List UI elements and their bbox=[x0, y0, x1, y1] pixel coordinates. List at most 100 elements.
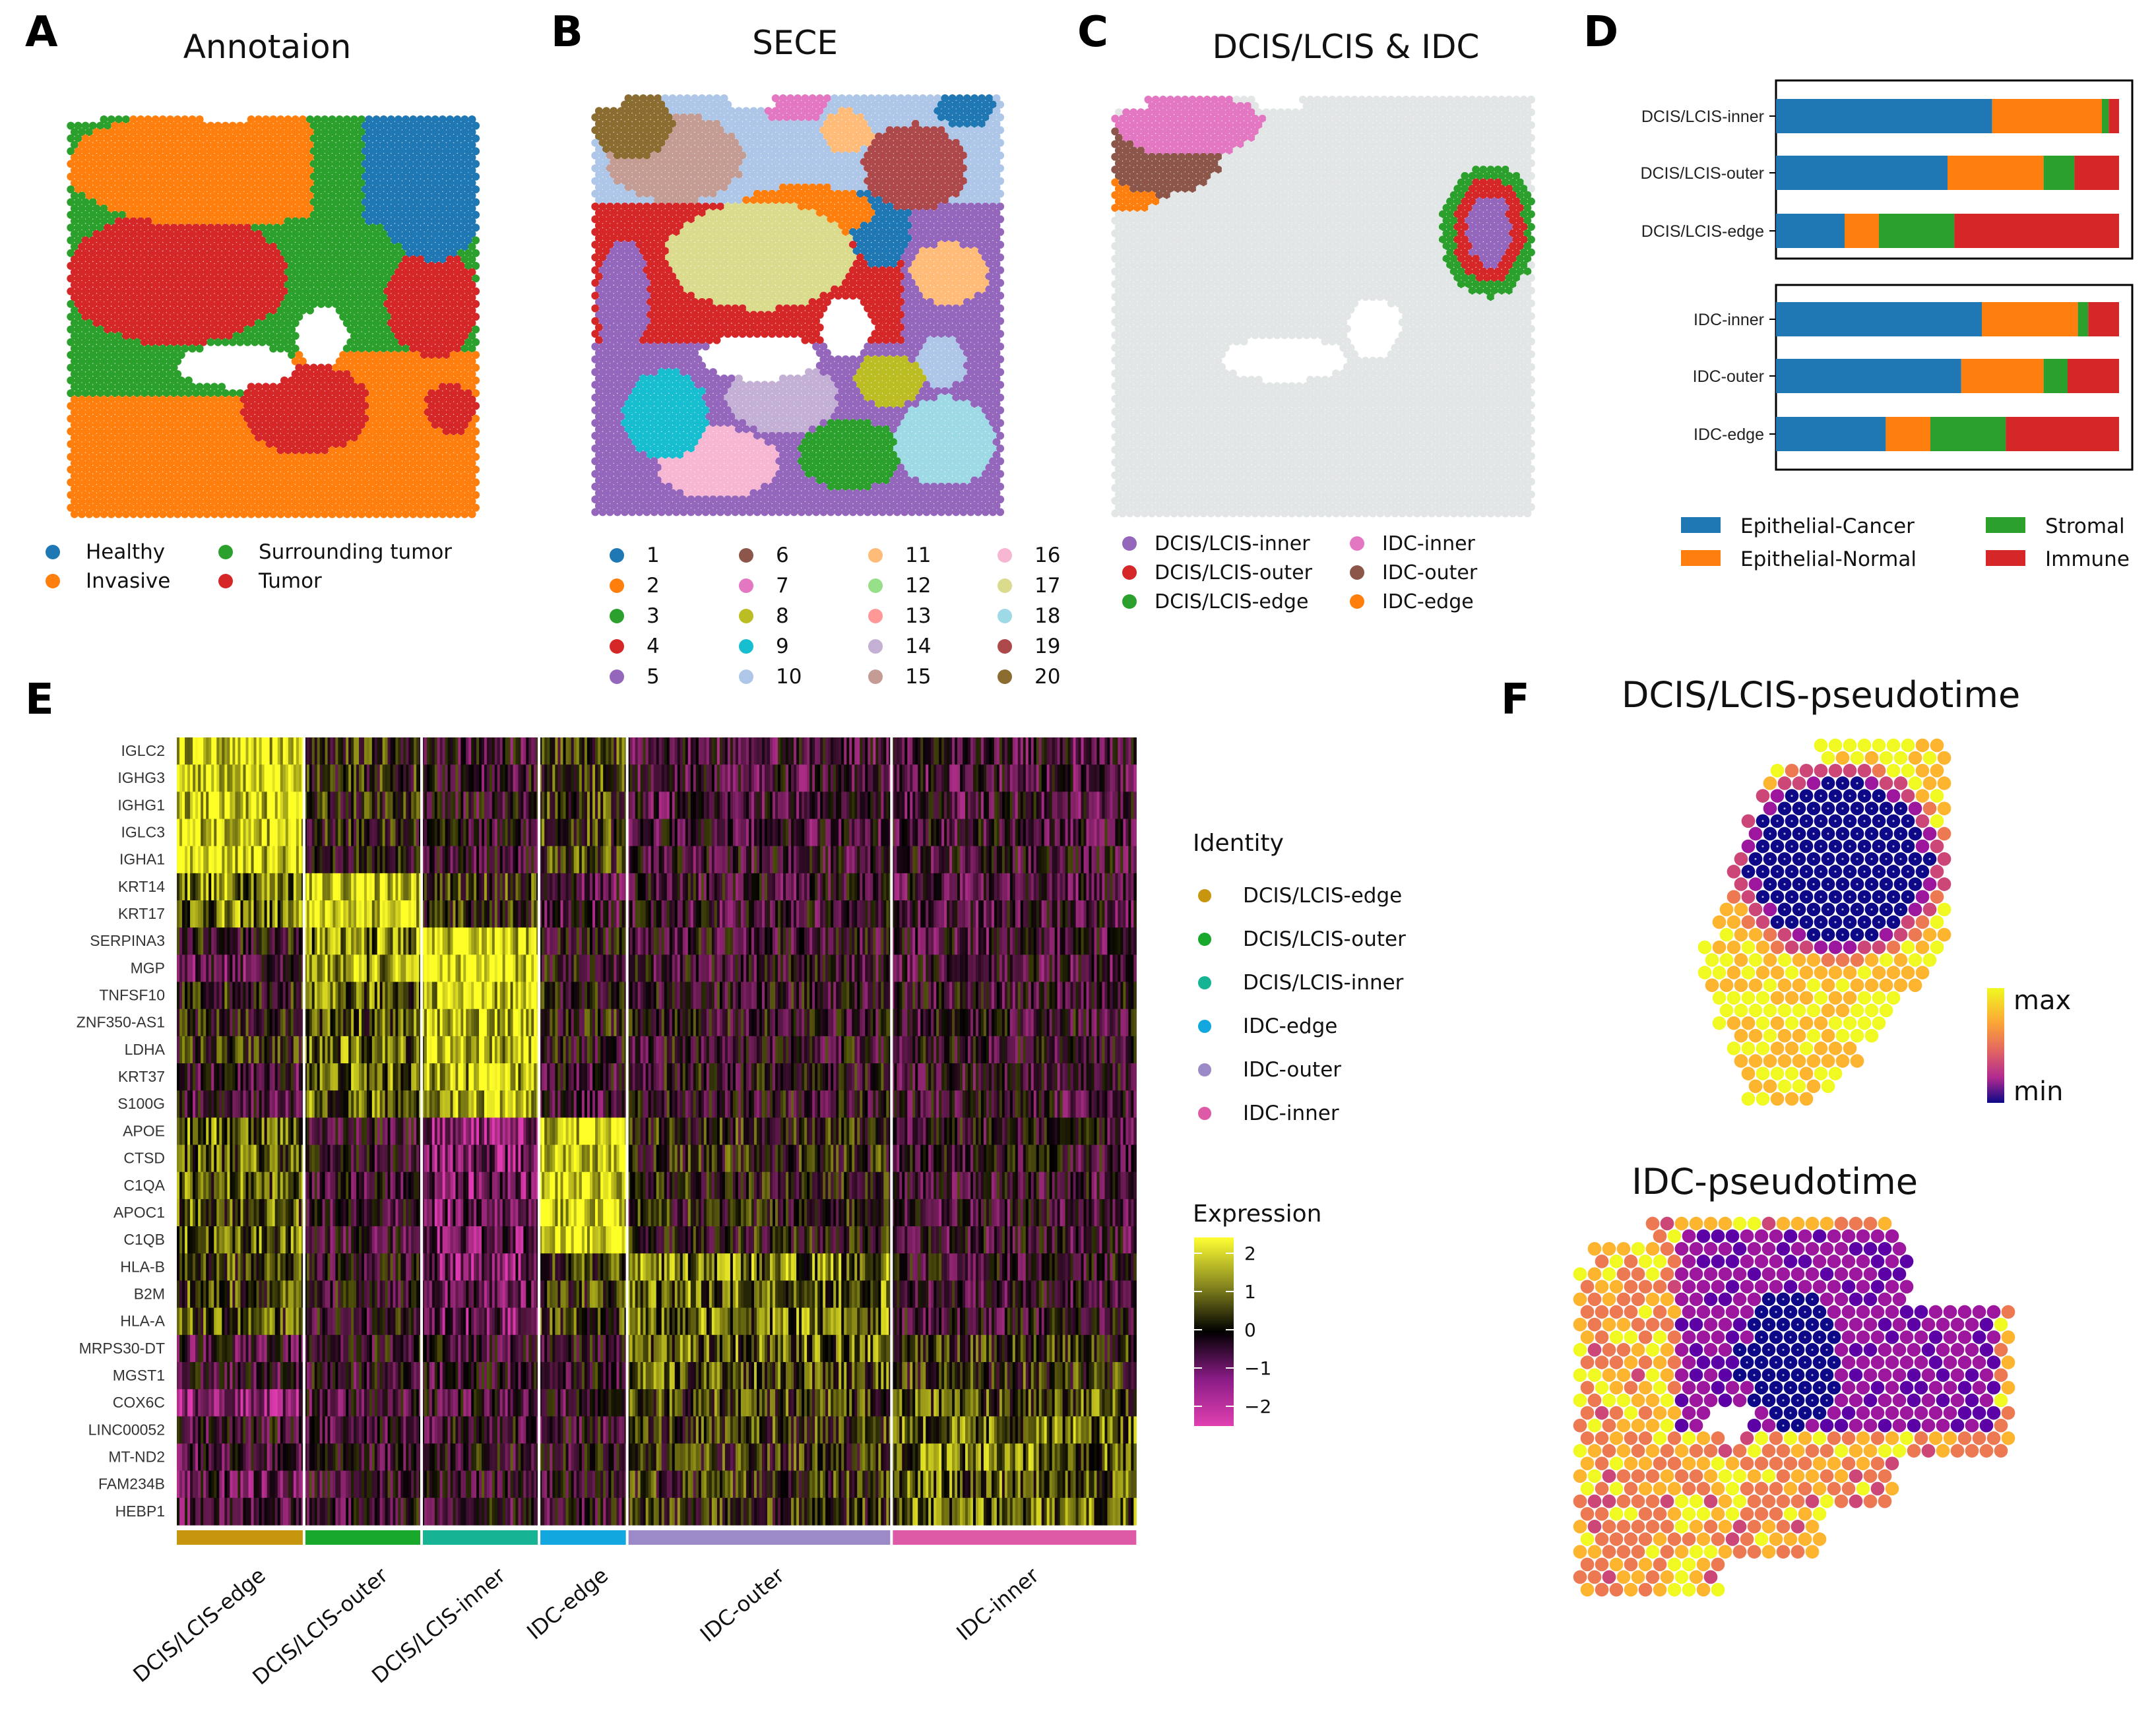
panel-c-label: C bbox=[1077, 8, 1108, 57]
expression-colorbar-label: 1 bbox=[1244, 1281, 1256, 1303]
legend-d-item: Immune bbox=[2045, 547, 2130, 571]
legend-b-item: 19 bbox=[1034, 635, 1060, 658]
stacked-bar-segment bbox=[1886, 417, 1930, 451]
heatmap-group-bar bbox=[303, 1530, 422, 1545]
legend-c-swatch bbox=[1122, 565, 1137, 580]
identity-legend-swatch bbox=[1198, 1063, 1211, 1076]
heatmap-gene-label: C1QA bbox=[123, 1177, 165, 1194]
panel-f-pseudotime-colorbar bbox=[1987, 988, 2004, 1103]
stacked-bar-segment bbox=[1845, 214, 1879, 248]
heatmap-gene-label: IGHA1 bbox=[119, 851, 165, 868]
legend-b-item: 17 bbox=[1034, 574, 1060, 598]
expression-colorbar-label: −1 bbox=[1244, 1357, 1271, 1379]
heatmap-gene-label: APOE bbox=[123, 1122, 165, 1139]
legend-b-swatch bbox=[610, 639, 624, 654]
legend-b-item: 5 bbox=[647, 665, 660, 689]
legend-b-item: 11 bbox=[905, 544, 931, 567]
legend-b-swatch bbox=[998, 609, 1012, 623]
legend-c-item: DCIS/LCIS-inner bbox=[1155, 532, 1310, 555]
stacked-bar-segment bbox=[1776, 99, 1992, 133]
legend-b-item: 10 bbox=[776, 665, 802, 689]
heatmap-gene-label: MRPS30-DT bbox=[79, 1340, 165, 1357]
identity-legend-swatch bbox=[1198, 889, 1211, 902]
identity-legend-swatch bbox=[1198, 1020, 1211, 1033]
panel-f-label: F bbox=[1501, 675, 1530, 724]
identity-legend-swatch bbox=[1198, 1107, 1211, 1120]
panel-d-category-label: IDC-edge bbox=[1694, 425, 1764, 444]
heatmap-gene-label: CTSD bbox=[123, 1150, 165, 1167]
legend-a-swatch bbox=[218, 545, 233, 559]
heatmap-gene-label: IGHG1 bbox=[117, 796, 165, 813]
legend-d-swatch bbox=[1986, 517, 2025, 533]
heatmap-gene-label: APOC1 bbox=[113, 1204, 165, 1221]
heatmap-group-label: IDC-inner bbox=[951, 1562, 1044, 1645]
stacked-bar-segment bbox=[1776, 359, 1961, 393]
panel-e-expression-colorbar: Expression 2 1 0 −1 −2 bbox=[1193, 1200, 1321, 1426]
legend-d-item: Stromal bbox=[2045, 514, 2125, 538]
panel-f-idc-pseudotime-map bbox=[1573, 1216, 2015, 1597]
heatmap-gene-label: HEBP1 bbox=[115, 1503, 165, 1520]
heatmap-gene-label: KRT37 bbox=[118, 1068, 165, 1085]
heatmap-gene-label: FAM234B bbox=[98, 1476, 165, 1493]
legend-d-swatch bbox=[1986, 550, 2025, 566]
legend-b-swatch bbox=[998, 578, 1012, 593]
legend-b-item: 8 bbox=[776, 604, 789, 628]
panel-d-category-label: DCIS/LCIS-inner bbox=[1641, 108, 1764, 126]
legend-b-item: 20 bbox=[1034, 665, 1060, 689]
legend-b-swatch bbox=[610, 609, 624, 623]
legend-b-swatch bbox=[739, 669, 753, 684]
stacked-bar-segment bbox=[1776, 302, 1982, 336]
heatmap-group-separator bbox=[302, 737, 305, 1545]
heatmap-gene-label: IGLC3 bbox=[121, 824, 165, 841]
panel-d-category-label: DCIS/LCIS-edge bbox=[1641, 222, 1764, 241]
legend-b-item: 4 bbox=[647, 635, 660, 658]
stacked-bar-segment bbox=[2006, 417, 2119, 451]
expression-colorbar-label: 0 bbox=[1244, 1319, 1256, 1341]
legend-b-item: 16 bbox=[1034, 544, 1060, 567]
panel-a-legend: Healthy Invasive Surrounding tumor Tumor bbox=[46, 540, 452, 593]
legend-d-item: Epithelial-Cancer bbox=[1740, 514, 1915, 538]
stacked-bar-segment bbox=[2068, 359, 2119, 393]
legend-b-swatch bbox=[610, 669, 624, 684]
panel-a-label: A bbox=[25, 8, 58, 57]
heatmap-gene-label: S100G bbox=[117, 1095, 165, 1112]
stacked-bar-segment bbox=[2102, 99, 2109, 133]
panel-e-label: E bbox=[25, 675, 54, 724]
stacked-bar-segment bbox=[1948, 156, 2044, 190]
legend-d-swatch bbox=[1681, 550, 1721, 566]
panel-c-spatial-map bbox=[1111, 96, 1535, 518]
stacked-bar-segment bbox=[2043, 156, 2075, 190]
heatmap-gene-label: C1QB bbox=[123, 1231, 165, 1248]
stacked-bar-segment bbox=[1879, 214, 1955, 248]
legend-a-item: Tumor bbox=[258, 569, 322, 593]
stacked-bar-segment bbox=[2074, 156, 2119, 190]
stacked-bar-segment bbox=[2077, 302, 2089, 336]
heatmap-gene-label: KRT17 bbox=[118, 905, 165, 922]
legend-a-item: Healthy bbox=[86, 540, 165, 564]
expression-colorbar-label: 2 bbox=[1244, 1243, 1256, 1264]
stacked-bar-segment bbox=[2088, 302, 2119, 336]
legend-c-swatch bbox=[1350, 536, 1364, 551]
legend-b-item: 9 bbox=[776, 635, 789, 658]
panel-d-legend: Epithelial-Cancer Epithelial-Normal Stroma… bbox=[1681, 514, 2130, 571]
legend-b-swatch bbox=[998, 669, 1012, 684]
stacked-bar-segment bbox=[1776, 214, 1845, 248]
legend-b-item: 13 bbox=[905, 604, 931, 628]
panel-c-title: DCIS/LCIS & IDC bbox=[1213, 28, 1480, 66]
identity-legend-item: IDC-edge bbox=[1243, 1014, 1337, 1038]
panel-a-title: Annotaion bbox=[183, 28, 352, 66]
legend-b-item: 1 bbox=[647, 544, 660, 567]
heatmap-gene-label: B2M bbox=[134, 1285, 165, 1302]
identity-legend-swatch bbox=[1198, 976, 1211, 989]
panel-b-label: B bbox=[551, 8, 583, 57]
expression-colorbar-label: −2 bbox=[1244, 1396, 1271, 1417]
legend-b-swatch bbox=[868, 669, 883, 684]
panel-d-label: D bbox=[1583, 8, 1618, 57]
panel-b-title: SECE bbox=[752, 24, 838, 62]
legend-a-swatch bbox=[46, 574, 60, 588]
legend-b-item: 7 bbox=[776, 574, 789, 598]
heatmap-gene-label: TNFSF10 bbox=[99, 987, 165, 1004]
stacked-bar-segment bbox=[2108, 99, 2119, 133]
